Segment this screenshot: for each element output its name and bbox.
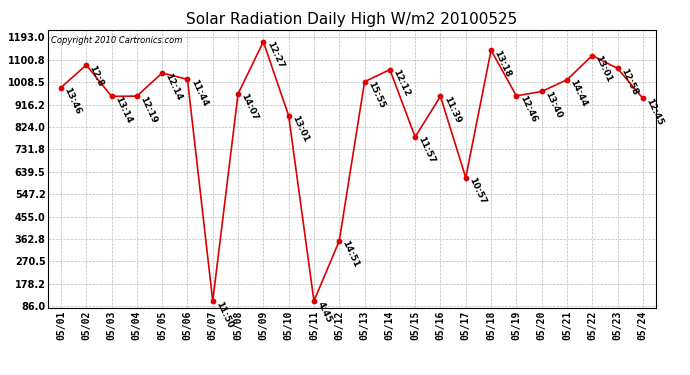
Text: 4:45: 4:45 (315, 300, 333, 324)
Point (536, 88, 547, 94)
Text: 13:14: 13:14 (113, 95, 133, 125)
Text: 12:58: 12:58 (619, 67, 639, 97)
Text: 12:45: 12:45 (644, 97, 664, 127)
Text: 12:19: 12:19 (138, 95, 159, 124)
Title: Solar Radiation Daily High W/m2 20100525: Solar Radiation Daily High W/m2 20100525 (186, 12, 518, 27)
Text: 12:8: 12:8 (88, 64, 106, 88)
Text: 13:18: 13:18 (493, 49, 513, 78)
Text: 14:07: 14:07 (239, 93, 259, 122)
Point (182, 76, 193, 82)
Text: 11:57: 11:57 (417, 135, 437, 165)
Text: Copyright 2010 Cartronics.com: Copyright 2010 Cartronics.com (51, 36, 183, 45)
Point (283, 113, 294, 119)
Text: 13:01: 13:01 (593, 54, 614, 84)
Text: 10:57: 10:57 (467, 176, 487, 206)
Text: 11:50: 11:50 (214, 300, 235, 329)
Point (308, 298, 319, 304)
Text: 15:55: 15:55 (366, 80, 386, 110)
Point (486, 47, 497, 53)
Point (258, 39, 269, 45)
Point (460, 175, 471, 181)
Point (81, 62, 92, 68)
Text: 11:39: 11:39 (442, 95, 462, 125)
Text: 13:01: 13:01 (290, 114, 310, 144)
Point (157, 70, 168, 76)
Point (359, 79, 370, 85)
Text: 14:51: 14:51 (341, 240, 361, 269)
Text: 12:12: 12:12 (391, 68, 411, 98)
Point (612, 65, 623, 71)
Text: 13:40: 13:40 (543, 90, 563, 120)
Point (562, 77, 573, 83)
Point (334, 238, 345, 244)
Point (207, 298, 218, 304)
Point (410, 134, 421, 140)
Point (55, 85, 66, 91)
Point (435, 93, 446, 99)
Text: 12:14: 12:14 (164, 72, 184, 102)
Text: 14:44: 14:44 (569, 78, 589, 108)
Text: 12:46: 12:46 (518, 94, 538, 124)
Text: 12:27: 12:27 (265, 40, 285, 70)
Text: 13:46: 13:46 (62, 86, 83, 116)
Point (233, 91, 244, 97)
Point (638, 95, 649, 101)
Point (384, 67, 395, 73)
Point (586, 53, 598, 58)
Point (131, 93, 142, 99)
Text: 11:44: 11:44 (189, 78, 209, 108)
Point (106, 93, 117, 99)
Point (511, 93, 522, 99)
